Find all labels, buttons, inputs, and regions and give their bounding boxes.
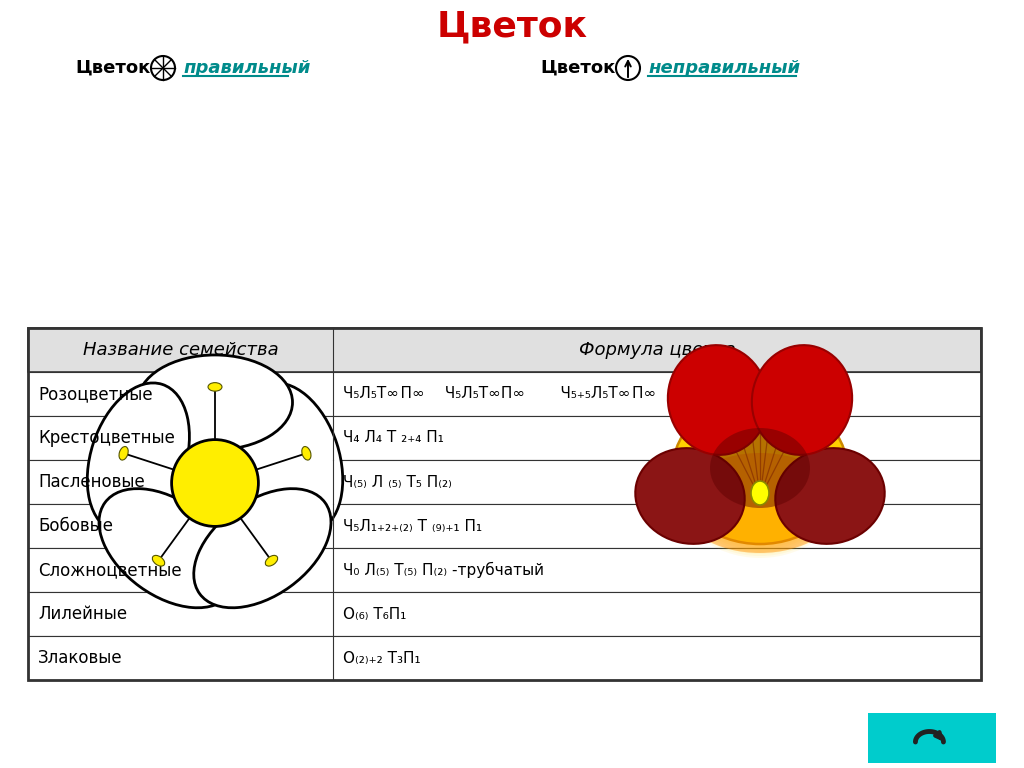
Text: Злаковые: Злаковые <box>38 649 123 667</box>
Ellipse shape <box>208 382 222 391</box>
Ellipse shape <box>706 430 814 526</box>
Ellipse shape <box>711 434 810 522</box>
Ellipse shape <box>722 444 799 512</box>
Ellipse shape <box>709 432 812 525</box>
Text: правильный: правильный <box>183 59 310 77</box>
Text: Лилейные: Лилейные <box>38 605 127 623</box>
Ellipse shape <box>724 445 796 510</box>
Ellipse shape <box>680 453 840 553</box>
Ellipse shape <box>683 410 837 546</box>
Ellipse shape <box>775 449 885 544</box>
Text: Цветок: Цветок <box>540 59 615 77</box>
Text: Цветок: Цветок <box>75 59 151 77</box>
Ellipse shape <box>672 400 848 556</box>
Ellipse shape <box>694 420 825 536</box>
Ellipse shape <box>753 472 767 485</box>
Ellipse shape <box>715 438 805 518</box>
Ellipse shape <box>668 345 768 455</box>
Ellipse shape <box>741 462 778 495</box>
Ellipse shape <box>739 459 780 496</box>
Ellipse shape <box>241 383 343 533</box>
Ellipse shape <box>733 454 787 502</box>
Ellipse shape <box>756 474 765 482</box>
Text: Название семейства: Название семейства <box>83 341 279 359</box>
Text: О₍₆₎ Т₆П₁: О₍₆₎ Т₆П₁ <box>343 607 407 621</box>
Ellipse shape <box>737 458 782 498</box>
Ellipse shape <box>699 424 821 532</box>
Ellipse shape <box>677 404 844 552</box>
Text: Бобовые: Бобовые <box>38 517 113 535</box>
FancyBboxPatch shape <box>28 328 981 372</box>
Ellipse shape <box>679 406 841 550</box>
Text: неправильный: неправильный <box>648 59 800 77</box>
FancyBboxPatch shape <box>28 636 981 680</box>
Ellipse shape <box>746 465 774 491</box>
Ellipse shape <box>99 488 237 607</box>
Ellipse shape <box>752 345 852 455</box>
Ellipse shape <box>686 412 835 544</box>
Text: О₍₂₎₊₂ Т₃П₁: О₍₂₎₊₂ Т₃П₁ <box>343 650 421 666</box>
Ellipse shape <box>719 442 801 515</box>
Ellipse shape <box>673 396 848 544</box>
Ellipse shape <box>717 440 803 516</box>
FancyBboxPatch shape <box>28 504 981 548</box>
Ellipse shape <box>758 475 763 481</box>
Ellipse shape <box>153 555 165 566</box>
Ellipse shape <box>670 398 850 558</box>
FancyBboxPatch shape <box>28 548 981 592</box>
Ellipse shape <box>688 414 833 542</box>
FancyBboxPatch shape <box>868 713 996 763</box>
Text: Ч₅Л₅Т∞ П∞  Ч₅Л₅Т∞П∞   Ч₅₊₅Л₅Т∞ П∞: Ч₅Л₅Т∞ П∞ Ч₅Л₅Т∞П∞ Ч₅₊₅Л₅Т∞ П∞ <box>343 386 656 402</box>
Text: Пасленовые: Пасленовые <box>38 473 144 491</box>
Ellipse shape <box>710 428 810 508</box>
Text: Цветок: Цветок <box>436 9 588 43</box>
Ellipse shape <box>194 488 331 607</box>
Ellipse shape <box>751 481 769 505</box>
Ellipse shape <box>735 455 785 501</box>
Ellipse shape <box>692 418 827 538</box>
Ellipse shape <box>703 428 816 528</box>
Ellipse shape <box>137 355 293 450</box>
Circle shape <box>172 439 258 526</box>
Text: Ч₀ Л₍₅₎ Т₍₅₎ П₍₂₎ -трубчатый: Ч₀ Л₍₅₎ Т₍₅₎ П₍₂₎ -трубчатый <box>343 562 544 578</box>
Text: Ч₍₅₎ Л ₍₅₎ Т₅ П₍₂₎: Ч₍₅₎ Л ₍₅₎ Т₅ П₍₂₎ <box>343 475 452 489</box>
Ellipse shape <box>730 452 790 505</box>
FancyBboxPatch shape <box>28 372 981 416</box>
Ellipse shape <box>675 402 846 554</box>
Ellipse shape <box>87 383 189 533</box>
Text: Розоцветные: Розоцветные <box>38 385 153 403</box>
Ellipse shape <box>697 422 823 535</box>
Ellipse shape <box>690 416 829 540</box>
Ellipse shape <box>713 435 807 520</box>
Ellipse shape <box>751 469 769 486</box>
Text: Формула цветка: Формула цветка <box>579 341 735 359</box>
Text: Сложноцветные: Сложноцветные <box>38 561 181 579</box>
Ellipse shape <box>749 468 771 488</box>
FancyBboxPatch shape <box>28 460 981 504</box>
Ellipse shape <box>701 425 818 530</box>
Ellipse shape <box>265 555 278 566</box>
Ellipse shape <box>681 408 839 548</box>
FancyBboxPatch shape <box>28 416 981 460</box>
Ellipse shape <box>728 450 792 506</box>
Ellipse shape <box>302 446 311 460</box>
Ellipse shape <box>635 449 744 544</box>
Ellipse shape <box>744 464 776 492</box>
Text: Крестоцветные: Крестоцветные <box>38 429 175 447</box>
Ellipse shape <box>726 448 794 508</box>
Text: Ч₄ Л₄ Т ₂₊₄ П₁: Ч₄ Л₄ Т ₂₊₄ П₁ <box>343 431 443 445</box>
Text: Ч₅Л₁₊₂₊₍₂₎ Т ₍₉₎₊₁ П₁: Ч₅Л₁₊₂₊₍₂₎ Т ₍₉₎₊₁ П₁ <box>343 518 482 534</box>
FancyBboxPatch shape <box>28 592 981 636</box>
Ellipse shape <box>119 446 128 460</box>
